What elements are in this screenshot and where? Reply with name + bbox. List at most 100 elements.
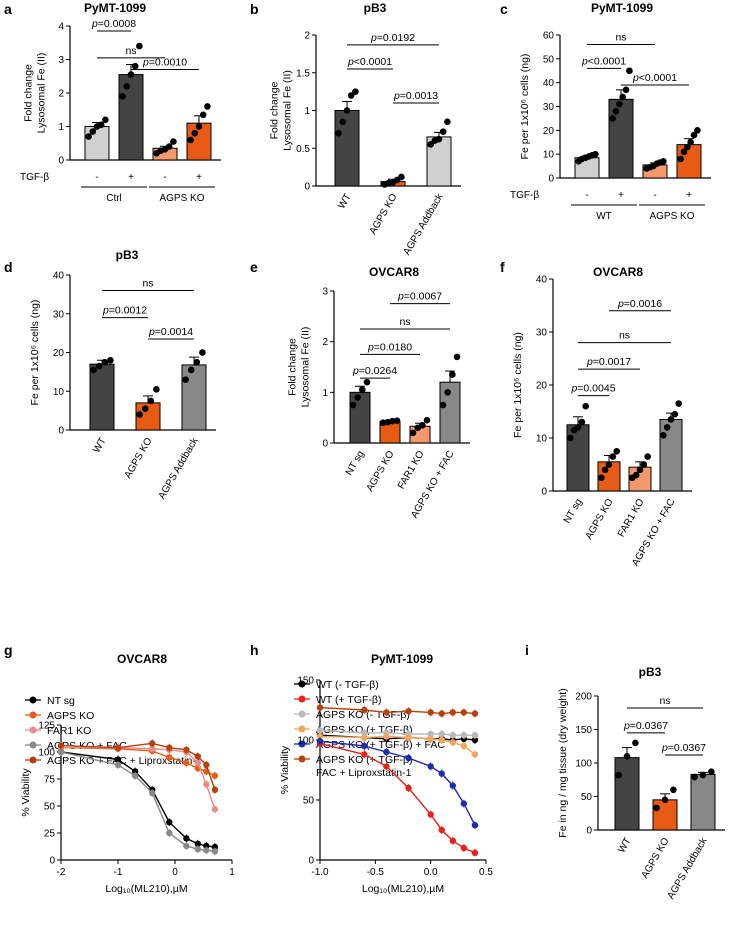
data-point	[361, 751, 368, 758]
data-point	[141, 405, 149, 412]
data-point	[574, 424, 582, 431]
x-tick-label: FAR1 KO	[396, 449, 427, 491]
bar	[608, 98, 634, 179]
significance-label: p=0.0016	[617, 298, 662, 310]
group-label: AGPS KO	[159, 193, 204, 204]
y-tick-label: 150	[297, 676, 314, 687]
data-point	[439, 401, 447, 409]
legend-marker	[298, 740, 306, 748]
y-tick-label: 125	[38, 721, 55, 732]
data-point	[438, 736, 445, 744]
series-line	[61, 746, 216, 810]
y-tick-label: 0	[586, 826, 592, 837]
data-point	[405, 734, 412, 741]
data-point	[640, 461, 648, 468]
y-tick-label: 0	[548, 174, 554, 185]
y-tick-label: 50	[581, 792, 593, 803]
panel-title: OVCAR8	[593, 265, 643, 279]
y-tick-label: 50	[303, 796, 315, 807]
panel-title: PyMT-1099	[371, 652, 433, 666]
data-point	[194, 846, 201, 853]
data-point	[149, 745, 156, 752]
data-point	[405, 708, 412, 715]
y-tick-label: 150	[575, 725, 592, 736]
legend-label: FAR1 KO	[47, 725, 91, 737]
data-point	[339, 118, 347, 126]
data-point	[136, 42, 143, 50]
y-tick-label: 10	[53, 387, 65, 398]
data-point	[605, 461, 613, 468]
legend-label: AGPS KO	[47, 710, 94, 722]
data-point	[438, 826, 445, 834]
data-point	[153, 386, 160, 393]
data-point	[316, 738, 324, 745]
y-tick-label: 60	[543, 31, 555, 42]
data-point	[612, 107, 620, 115]
treatment-sign: +	[128, 172, 134, 183]
data-point	[347, 92, 355, 99]
x-tick-label: FAR1 KO	[616, 497, 647, 539]
x-tick-label: AGPS Addback	[157, 435, 201, 501]
data-point	[119, 93, 126, 100]
data-point	[632, 471, 640, 479]
data-point	[57, 748, 65, 756]
data-point	[687, 138, 694, 146]
data-point	[211, 848, 219, 855]
legend-marker	[29, 741, 37, 749]
data-point	[667, 416, 675, 423]
x-tick-label: AGPS KO	[640, 836, 672, 881]
panel-e: e OVCAR8 0 1 2 3 Fold change Lysosomal Fe (II) N…	[250, 259, 470, 520]
data-point	[211, 772, 219, 779]
y-tick-label: 50	[44, 802, 56, 813]
data-point	[694, 127, 701, 134]
significance-label: p=0.0010	[142, 57, 187, 69]
legend-marker	[29, 711, 37, 719]
y-axis-label: % Viability	[20, 768, 32, 817]
y-tick-label: 0	[308, 856, 314, 867]
y-tick-label: 20	[53, 348, 65, 359]
data-point	[183, 842, 190, 850]
y-tick-label: 30	[53, 309, 65, 320]
y-tick-label: 0	[58, 426, 64, 437]
significance-label: p=0.0013	[393, 90, 438, 102]
data-point	[187, 366, 195, 374]
y-tick-label: 100	[38, 748, 55, 759]
legend-marker	[298, 680, 306, 688]
y-axis-label: Fe per 1x10⁶ cells (ng)	[512, 332, 524, 438]
data-point	[609, 115, 616, 122]
data-point	[211, 786, 219, 793]
x-tick-label: 0.5	[479, 867, 493, 878]
data-point	[632, 739, 639, 747]
data-point	[427, 735, 434, 742]
legend-label: AGPS KO (+ TGF-β)	[316, 754, 413, 766]
significance-label: ns	[399, 316, 410, 328]
data-point	[405, 754, 412, 762]
y-tick-label: 30	[536, 328, 548, 339]
data-point	[636, 466, 644, 474]
y-tick-label: 0.5	[296, 144, 310, 155]
bar	[659, 418, 683, 492]
panel-letter: h	[250, 642, 259, 658]
treatment-sign: +	[618, 190, 624, 201]
data-point	[449, 782, 456, 789]
x-tick-label: -2	[57, 867, 66, 878]
data-point	[644, 453, 651, 460]
data-point	[708, 768, 715, 776]
data-point	[359, 386, 366, 394]
y-tick-label: 2	[304, 31, 310, 42]
data-point	[383, 748, 390, 756]
data-point	[114, 756, 122, 763]
legend-marker	[298, 755, 306, 763]
x-tick-label: -0.5	[367, 867, 385, 878]
legend-marker	[29, 726, 37, 734]
bar	[181, 364, 207, 431]
x-tick-label: NT sg	[344, 449, 367, 477]
panel-i: i pB3 0 50 100 150 200 Fe in ng / mg tissue (dr…	[525, 642, 725, 901]
panel-letter: a	[4, 1, 12, 17]
bar	[652, 799, 678, 831]
data-point	[187, 136, 194, 144]
x-tick-label: NT sg	[562, 497, 585, 525]
data-point	[691, 773, 698, 781]
data-point	[114, 761, 122, 769]
x-tick-label: AGPS Addback	[666, 835, 710, 901]
